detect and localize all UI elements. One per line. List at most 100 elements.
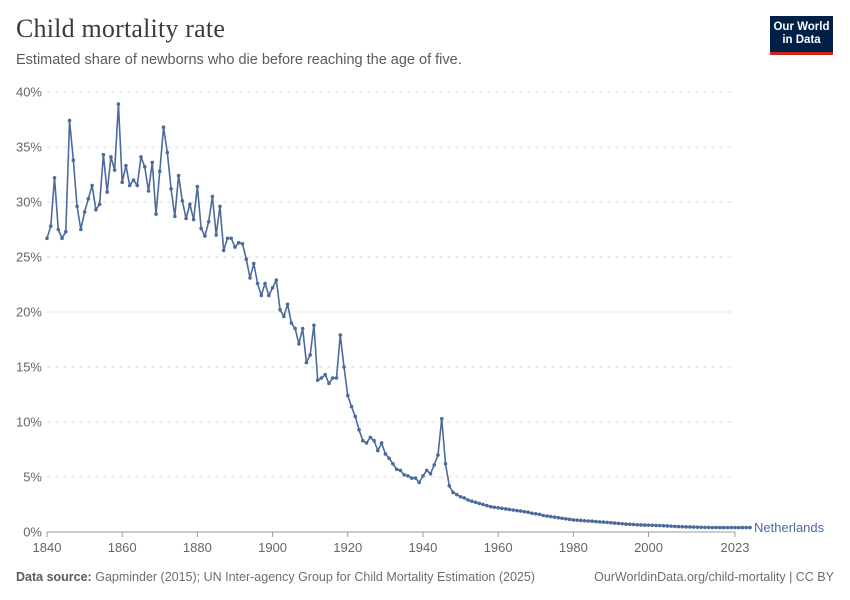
data-point: [676, 524, 681, 529]
data-point: [157, 169, 162, 173]
data-point: [289, 321, 294, 325]
data-point: [402, 473, 406, 477]
data-point: [413, 476, 418, 480]
data-point: [721, 525, 726, 530]
data-point: [612, 521, 617, 525]
data-point: [447, 484, 452, 488]
data-point: [729, 525, 734, 530]
data-point: [225, 236, 230, 241]
data-point: [624, 522, 628, 526]
data-point: [526, 510, 531, 514]
data-point: [142, 165, 147, 169]
data-point: [616, 521, 621, 526]
data-point: [357, 427, 361, 432]
x-tick-label: 1960: [484, 540, 513, 555]
x-axis: 1840 1860 1880 1900 1920 1940 1960 1980 2000 2023: [33, 532, 749, 555]
data-point: [342, 365, 346, 369]
series-layer: [46, 103, 751, 529]
data-point: [631, 522, 636, 527]
data-point: [56, 227, 61, 232]
data-point: [391, 462, 395, 466]
data-point: [706, 525, 711, 530]
data-point: [398, 468, 403, 473]
data-point: [206, 220, 211, 224]
y-tick-label: 25%: [16, 250, 42, 265]
x-tick-label: 1900: [258, 540, 287, 555]
data-point: [199, 226, 203, 231]
data-point: [139, 155, 143, 159]
data-point: [361, 438, 365, 443]
logo-line-1: Our World: [773, 21, 830, 33]
series-line-netherlands: [46, 103, 751, 529]
data-point: [466, 498, 470, 502]
data-point: [79, 227, 83, 232]
url-license[interactable]: OurWorldinData.org/child-mortality | CC …: [594, 570, 834, 584]
data-point: [154, 212, 158, 216]
data-point: [409, 476, 414, 480]
y-tick-label: 30%: [16, 195, 42, 210]
y-tick-label: 5%: [23, 470, 42, 485]
data-point: [180, 199, 185, 203]
x-tick-label: 1840: [33, 540, 62, 555]
data-point: [236, 240, 241, 245]
data-point: [556, 515, 561, 520]
data-point: [349, 404, 354, 409]
data-point: [191, 217, 196, 222]
y-tick-label: 20%: [16, 305, 42, 320]
data-point: [424, 468, 429, 473]
data-point: [579, 518, 583, 523]
data-point: [733, 525, 737, 530]
y-tick-label: 40%: [16, 85, 42, 100]
data-point: [297, 342, 301, 346]
data-point: [319, 376, 324, 380]
data-point: [571, 518, 576, 522]
data-point: [293, 326, 297, 331]
data-point: [244, 257, 249, 262]
x-tick-label: 1920: [333, 540, 362, 555]
data-point: [488, 504, 493, 509]
data-point: [451, 490, 455, 495]
data-point: [285, 302, 290, 307]
data-source-text: Gapminder (2015); UN Inter-agency Group …: [95, 570, 535, 584]
data-point: [533, 512, 538, 516]
data-point: [263, 281, 267, 286]
data-point: [60, 236, 64, 241]
label-layer: Netherlands: [754, 520, 825, 535]
data-point: [338, 333, 343, 337]
data-point: [240, 242, 245, 246]
y-tick-label: 15%: [16, 360, 42, 375]
data-point: [304, 360, 309, 365]
data-point: [503, 507, 508, 511]
data-point: [233, 245, 237, 249]
data-point: [210, 194, 215, 199]
data-point: [548, 514, 553, 519]
data-point: [507, 507, 512, 512]
data-point: [203, 234, 207, 238]
data-point: [650, 523, 655, 528]
data-point: [165, 150, 170, 155]
data-point: [327, 381, 331, 386]
data-point: [714, 525, 718, 530]
data-point: [661, 523, 666, 528]
data-point: [353, 414, 358, 419]
data-point: [308, 353, 312, 357]
data-point: [282, 314, 286, 319]
data-point: [135, 183, 140, 188]
data-point: [300, 326, 305, 331]
data-point: [421, 474, 425, 478]
data-point: [432, 463, 437, 467]
data-point: [597, 520, 602, 524]
x-tick-label: 1980: [559, 540, 588, 555]
data-point: [176, 173, 181, 178]
data-point: [680, 524, 685, 529]
x-tick-label: 1860: [108, 540, 137, 555]
data-point: [48, 224, 53, 228]
data-point: [312, 323, 316, 328]
data-point: [330, 376, 335, 380]
data-point: [221, 248, 226, 253]
data-point: [146, 189, 151, 193]
data-point: [658, 523, 662, 528]
data-point: [688, 525, 692, 529]
owid-logo[interactable]: Our World in Data: [770, 16, 833, 55]
data-point: [522, 509, 527, 514]
